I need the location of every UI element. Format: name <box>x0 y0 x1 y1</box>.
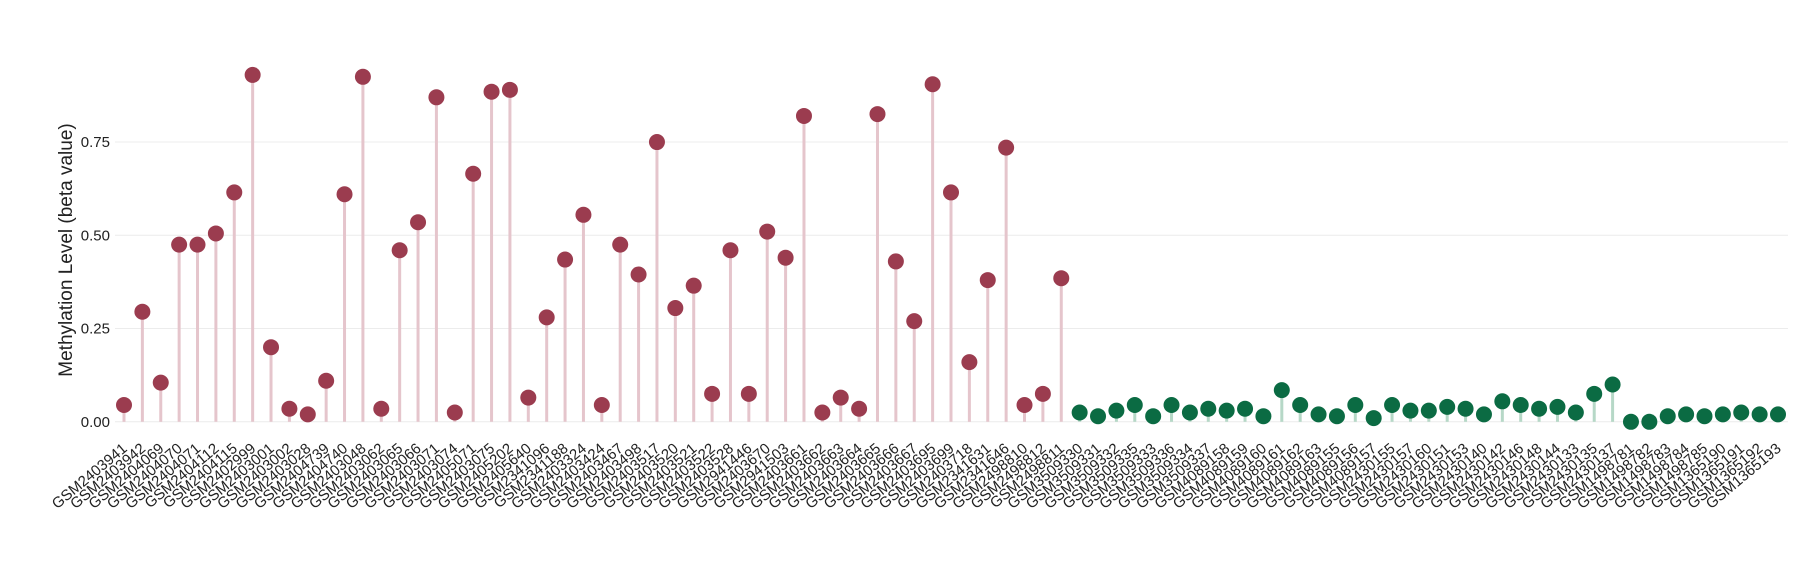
dot <box>1475 406 1492 423</box>
dot <box>1420 402 1437 419</box>
dot <box>1237 400 1254 417</box>
dot <box>116 397 132 414</box>
dot <box>428 89 445 106</box>
dot <box>1549 398 1566 415</box>
dot <box>1255 408 1272 425</box>
y-axis-label: Methylation Level (beta value) <box>56 123 77 376</box>
dot <box>1439 398 1456 415</box>
dot <box>189 236 206 253</box>
dot <box>1145 408 1162 425</box>
dot <box>207 225 224 242</box>
dot <box>1531 400 1548 417</box>
dot <box>520 389 537 406</box>
dot <box>1181 404 1198 421</box>
dot <box>281 400 298 417</box>
dot <box>391 242 408 259</box>
dot <box>1016 397 1033 414</box>
dot <box>1292 397 1309 414</box>
dot <box>1457 400 1474 417</box>
dot <box>410 214 427 231</box>
dot <box>1126 397 1143 414</box>
dot <box>1163 397 1180 414</box>
dot <box>263 339 280 356</box>
dot <box>1347 397 1364 414</box>
dot <box>1678 406 1695 423</box>
dot <box>795 107 812 124</box>
dot <box>740 385 757 402</box>
dot <box>373 400 390 417</box>
dot <box>943 184 959 201</box>
dot <box>336 186 353 203</box>
dot <box>1328 408 1345 425</box>
dot <box>1714 406 1731 423</box>
dot <box>593 397 610 414</box>
dot <box>998 139 1015 156</box>
dot <box>1090 408 1107 425</box>
dot <box>244 66 261 83</box>
dot <box>704 385 721 402</box>
dot <box>979 272 996 289</box>
dot <box>1273 382 1290 399</box>
dot <box>906 313 923 330</box>
dot <box>1310 406 1327 423</box>
dot <box>465 165 482 182</box>
dot <box>1034 385 1051 402</box>
dot <box>1659 408 1676 425</box>
dot <box>1218 402 1235 419</box>
dot <box>1365 410 1382 427</box>
y-tick-label: 0.75 <box>81 134 110 151</box>
dot <box>1586 385 1603 402</box>
dot <box>1567 404 1584 421</box>
dot <box>575 206 592 223</box>
dot <box>354 68 371 85</box>
dot <box>299 406 316 423</box>
dot <box>722 242 739 259</box>
dot <box>318 372 335 389</box>
dot <box>961 354 978 371</box>
dot <box>1512 397 1529 414</box>
dot <box>1604 376 1621 393</box>
dot <box>630 266 647 283</box>
dot <box>171 236 188 253</box>
y-tick-label: 0.25 <box>81 321 110 338</box>
dot <box>851 400 868 417</box>
dot <box>685 277 702 294</box>
dot <box>1622 413 1639 430</box>
dot <box>648 134 665 151</box>
dot <box>1200 400 1217 417</box>
dot <box>1494 393 1511 410</box>
dot <box>1641 413 1658 430</box>
dot <box>1384 397 1401 414</box>
dot <box>152 374 169 391</box>
dot <box>1108 402 1125 419</box>
dot <box>869 106 886 123</box>
dot <box>1751 406 1768 423</box>
dot <box>612 236 629 253</box>
dot <box>501 81 518 98</box>
dot <box>832 389 849 406</box>
dot <box>759 223 776 240</box>
dot <box>134 303 151 320</box>
dot <box>557 251 574 268</box>
dot <box>1733 404 1750 421</box>
y-tick-label: 0.50 <box>81 227 110 244</box>
dot <box>1402 402 1419 419</box>
dot <box>777 249 794 266</box>
dot <box>667 300 684 317</box>
dot <box>483 83 500 100</box>
dot <box>226 184 243 201</box>
y-tick-label: 0.00 <box>81 414 110 431</box>
dot <box>1071 404 1088 421</box>
dot <box>887 253 904 270</box>
dot <box>1770 406 1786 423</box>
dot <box>814 404 831 421</box>
dot <box>924 76 941 93</box>
dot <box>538 309 555 326</box>
dot <box>1053 270 1070 287</box>
dot <box>446 404 463 421</box>
dot <box>1696 408 1713 425</box>
